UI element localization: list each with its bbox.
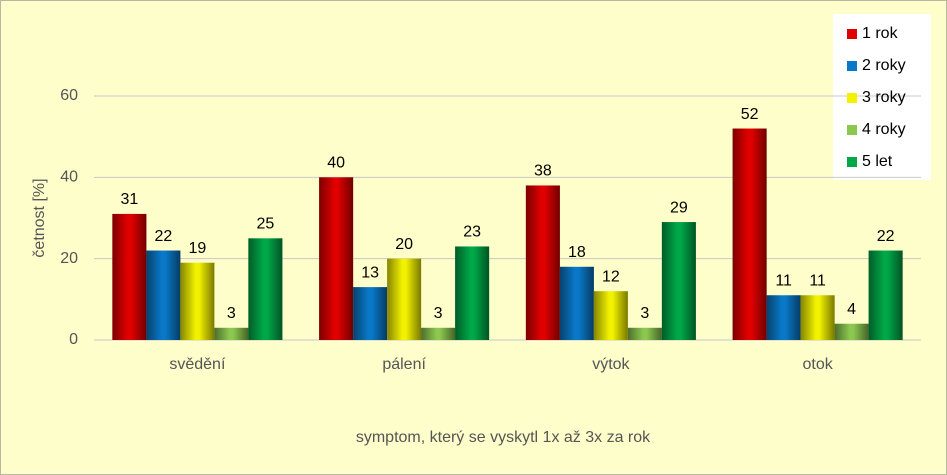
- data-label: 31: [120, 191, 138, 208]
- data-label: 22: [154, 228, 172, 245]
- legend-label: 5 let: [862, 153, 893, 170]
- data-label: 25: [256, 216, 274, 233]
- legend-label: 3 roky: [862, 89, 906, 106]
- legend-swatch: [847, 61, 857, 71]
- data-label: 12: [602, 268, 620, 285]
- bar: [559, 266, 594, 340]
- legend-swatch: [847, 93, 857, 103]
- bar: [525, 185, 560, 340]
- data-label: 11: [809, 272, 826, 289]
- legend-swatch: [847, 125, 857, 135]
- bar: [112, 213, 147, 340]
- data-label: 11: [775, 272, 792, 289]
- bar: [593, 291, 628, 340]
- x-tick-label: svědění: [169, 356, 226, 373]
- bar: [627, 327, 662, 340]
- y-tick-label: 40: [60, 169, 78, 186]
- bar: [319, 177, 354, 340]
- legend-swatch: [847, 29, 857, 39]
- y-tick-label: 60: [60, 87, 78, 104]
- y-tick-label: 20: [60, 250, 78, 267]
- y-axis-title: četnost [%]: [31, 178, 48, 257]
- legend-label: 1 rok: [862, 25, 899, 42]
- data-label: 3: [640, 305, 649, 322]
- data-label: 3: [227, 305, 236, 322]
- data-label: 18: [568, 244, 586, 261]
- bar: [455, 246, 490, 340]
- data-label: 40: [327, 155, 345, 172]
- bar: [180, 262, 215, 340]
- legend-label: 4 roky: [862, 121, 906, 138]
- bar: [661, 222, 696, 340]
- y-tick-label: 0: [69, 331, 78, 348]
- bar: [353, 287, 388, 340]
- data-label: 23: [463, 224, 481, 241]
- bar: [732, 128, 767, 340]
- bar: [146, 250, 181, 340]
- data-label: 3: [434, 305, 443, 322]
- legend-swatch: [847, 157, 857, 167]
- x-tick-label: výtok: [592, 356, 630, 373]
- x-axis-title: symptom, který se vyskytl 1x až 3x za ro…: [356, 429, 651, 446]
- bar: [421, 327, 456, 340]
- x-tick-label: otok: [803, 356, 834, 373]
- data-label: 22: [877, 228, 895, 245]
- data-label: 29: [670, 199, 688, 216]
- data-label: 13: [361, 264, 379, 281]
- data-label: 52: [741, 106, 759, 123]
- data-label: 4: [847, 301, 856, 318]
- data-label: 20: [395, 236, 413, 253]
- bar: [248, 238, 283, 340]
- bar: [387, 258, 422, 340]
- legend-label: 2 roky: [862, 57, 906, 74]
- bar: [834, 323, 869, 340]
- bar: [868, 250, 903, 340]
- bar: [214, 327, 249, 340]
- bar: [766, 295, 801, 340]
- data-label: 38: [534, 163, 552, 180]
- x-tick-label: pálení: [382, 356, 426, 373]
- bar: [800, 295, 835, 340]
- data-label: 19: [188, 240, 206, 257]
